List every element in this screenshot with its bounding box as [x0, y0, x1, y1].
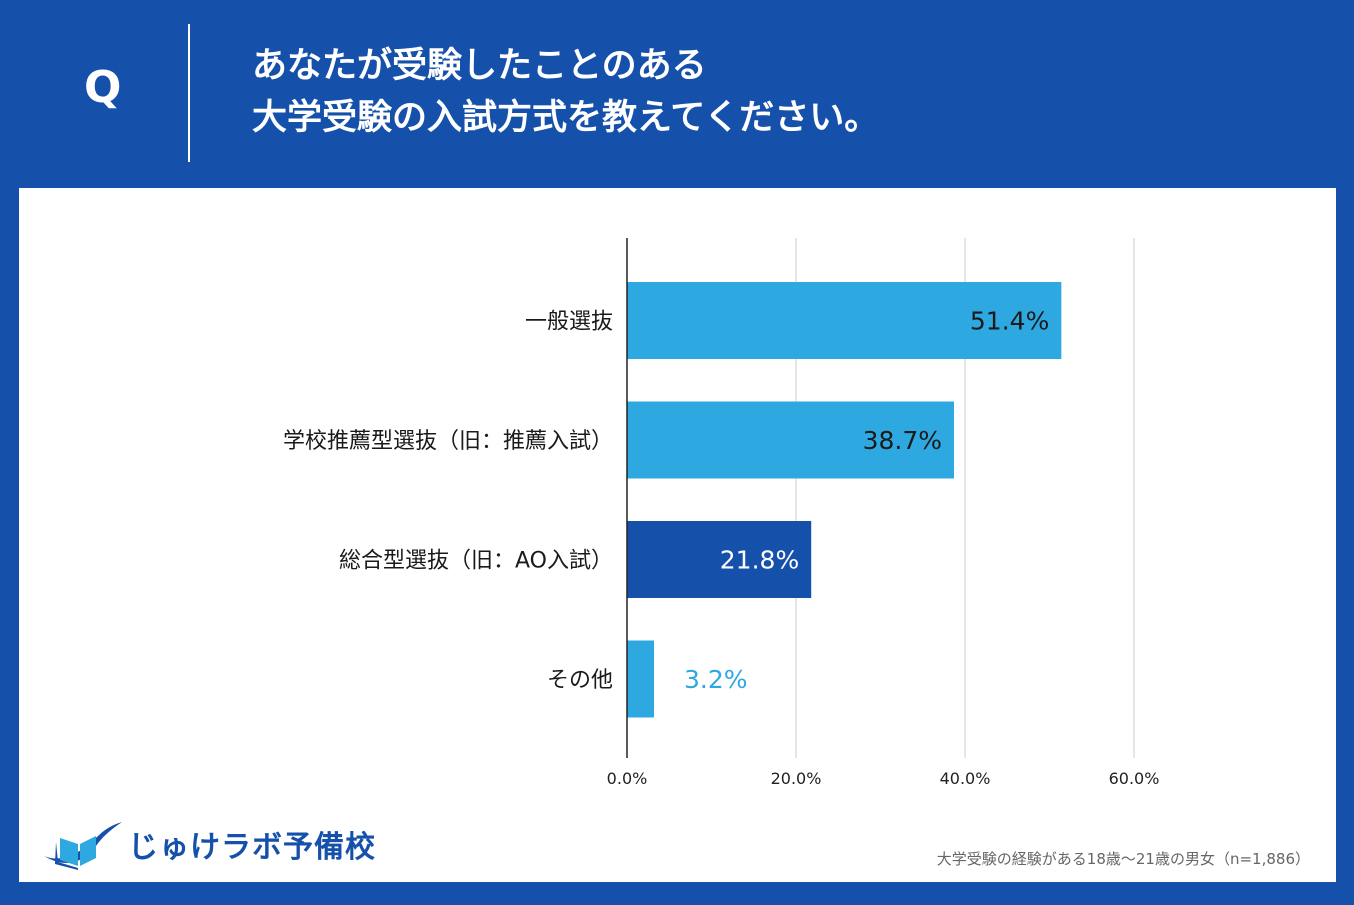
data-label: 51.4% — [970, 307, 1049, 336]
question-text: あなたが受験したことのある 大学受験の入試方式を教えてください。 — [252, 40, 879, 144]
open-book-swoosh-icon — [44, 822, 122, 870]
bar — [627, 282, 1062, 359]
brand-logo: じゅけラボ予備校 — [38, 816, 375, 876]
bar — [627, 521, 812, 598]
category-label: 学校推薦型選抜（旧：推薦入試） — [283, 429, 613, 454]
header-divider — [188, 24, 190, 162]
question-header: Q あなたが受験したことのある 大学受験の入試方式を教えてください。 — [0, 0, 1354, 188]
data-label: 3.2% — [684, 665, 748, 694]
q-label: Q — [84, 62, 122, 113]
x-tick-label: 40.0% — [940, 769, 991, 788]
data-label: 21.8% — [720, 546, 799, 575]
bar — [627, 401, 955, 479]
x-tick-label: 20.0% — [771, 769, 822, 788]
sample-footnote: 大学受験の経験がある18歳〜21歳の男女（n=1,886） — [936, 850, 1310, 868]
category-label: 総合型選抜（旧：AO入試） — [339, 549, 613, 574]
question-line-2: 大学受験の入試方式を教えてください。 — [252, 98, 880, 138]
category-label: 一般選抜 — [525, 310, 613, 335]
bar-chart: 一般選抜 51.4% 学校推薦型選抜（旧：推薦入試） 38.7% 総合型選抜（旧：AO入… — [283, 238, 1160, 788]
chart-panel: 一般選抜 51.4% 学校推薦型選抜（旧：推薦入試） 38.7% 総合型選抜（旧：AO入… — [19, 188, 1336, 882]
question-line-1: あなたが受験したことのある — [252, 46, 707, 86]
bar — [627, 640, 655, 718]
x-tick-label: 0.0% — [607, 769, 648, 788]
logo-text: じゅけラボ予備校 — [128, 830, 376, 865]
x-tick-label: 60.0% — [1109, 769, 1160, 788]
category-label: その他 — [547, 668, 613, 693]
data-label: 38.7% — [863, 426, 942, 455]
